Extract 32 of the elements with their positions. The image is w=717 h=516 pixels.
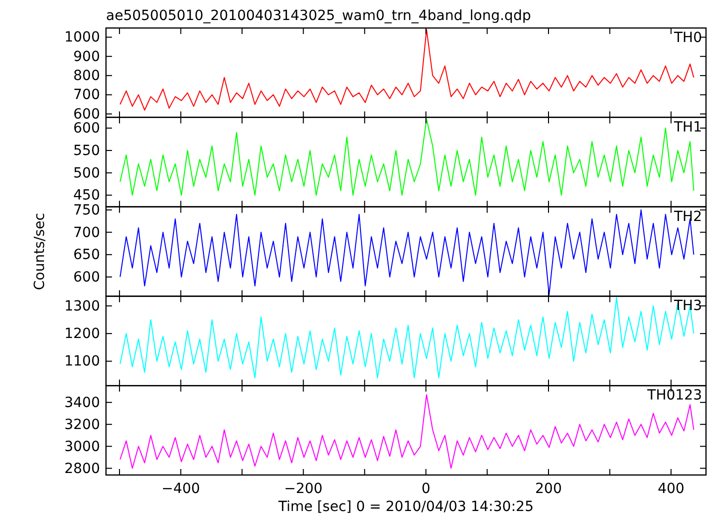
y-tick-label: 600 [73, 120, 100, 137]
series-label: TH0123 [646, 388, 702, 404]
y-tick-label: 3000 [64, 438, 100, 455]
y-tick-label: 450 [73, 188, 100, 204]
y-tick-label: 900 [73, 48, 100, 65]
x-tick-label: 400 [658, 480, 684, 497]
y-tick-label: 650 [73, 247, 100, 264]
y-tick-label: 3400 [64, 394, 100, 411]
series-label: TH1 [673, 119, 702, 136]
y-tick-label: 700 [73, 87, 100, 104]
y-tick-label: 1300 [64, 298, 100, 314]
y-tick-label: 500 [73, 165, 100, 182]
series-label: TH2 [673, 208, 702, 225]
x-tick-label: 200 [535, 480, 562, 497]
x-axis-title: Time [sec] 0 = 2010/04/03 14:30:25 [277, 499, 534, 515]
y-tick-label: 1000 [64, 30, 100, 46]
y-tick-label: 750 [73, 202, 100, 218]
y-tick-label: 600 [73, 106, 100, 122]
y-tick-label: 3200 [64, 416, 100, 433]
chart-title: ae505005010_20100403143025_wam0_trn_4band_long.qdp [106, 8, 532, 24]
y-tick-label: 1200 [64, 326, 100, 342]
y-tick-label: 800 [73, 68, 100, 84]
y-tick-label: 1100 [64, 354, 100, 370]
x-tick-label: −400 [162, 480, 200, 497]
y-tick-label: 700 [73, 224, 100, 241]
y-tick-label: 600 [73, 269, 100, 286]
x-tick-label: 0 [421, 480, 430, 497]
y-tick-label: 2800 [64, 460, 100, 477]
x-tick-label: −200 [284, 480, 323, 497]
y-tick-label: 550 [73, 142, 100, 159]
series-label: TH0 [673, 30, 702, 46]
y-axis-title: Counts/sec [32, 212, 48, 290]
